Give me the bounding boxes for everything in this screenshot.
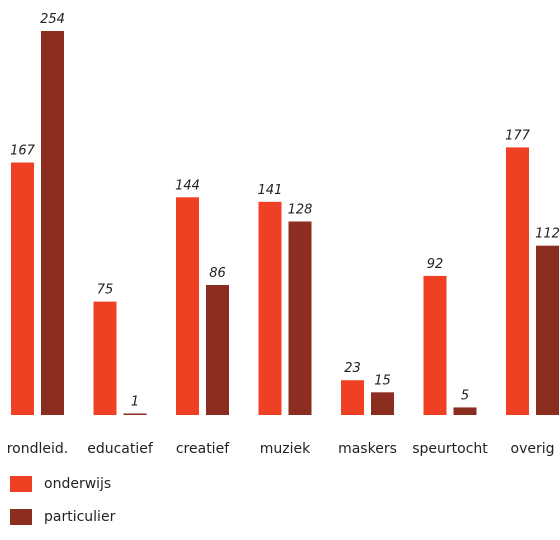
value-label-particulier-speurtocht: 5 bbox=[461, 388, 469, 403]
bar-onderwijs-creatief bbox=[176, 197, 199, 415]
value-label-particulier-educatief: 1 bbox=[131, 394, 139, 409]
bar-onderwijs-overig bbox=[506, 147, 529, 415]
bar-particulier-muziek bbox=[288, 221, 312, 415]
legend-item-particulier: particulier bbox=[10, 507, 115, 527]
bars-group bbox=[11, 31, 559, 415]
bar-particulier-rondleid bbox=[41, 31, 64, 415]
bar-onderwijs-rondleid bbox=[11, 162, 34, 415]
category-label-speurtocht: speurtocht bbox=[412, 441, 488, 457]
legend: onderwijs particulier bbox=[10, 474, 115, 540]
value-label-onderwijs-rondleid: 167 bbox=[10, 144, 36, 159]
value-label-particulier-overig: 112 bbox=[535, 227, 560, 242]
category-label-educatief: educatief bbox=[87, 441, 154, 457]
value-label-onderwijs-muziek: 141 bbox=[258, 183, 283, 198]
bar-onderwijs-maskers bbox=[341, 380, 364, 415]
category-label-creatief: creatief bbox=[176, 441, 230, 457]
bar-onderwijs-educatief bbox=[93, 301, 117, 415]
category-label-rondleid: rondleid. bbox=[7, 441, 69, 457]
bar-onderwijs-muziek bbox=[258, 201, 282, 415]
bar-particulier-creatief bbox=[206, 284, 229, 415]
value-label-onderwijs-creatief: 144 bbox=[175, 178, 200, 193]
legend-swatch-particulier bbox=[10, 509, 32, 525]
value-label-onderwijs-overig: 177 bbox=[505, 128, 531, 143]
category-label-muziek: muziek bbox=[260, 441, 311, 457]
value-label-particulier-rondleid: 254 bbox=[40, 12, 65, 27]
value-label-onderwijs-educatief: 75 bbox=[97, 283, 114, 298]
bar-onderwijs-speurtocht bbox=[423, 275, 447, 415]
bar-chart: 167 254 75 1 144 86 141 128 23 15 92 5 177 112 rondle… bbox=[7, 12, 560, 457]
legend-item-onderwijs: onderwijs bbox=[10, 474, 115, 494]
value-label-onderwijs-speurtocht: 92 bbox=[427, 257, 444, 272]
value-label-particulier-muziek: 128 bbox=[288, 202, 313, 217]
category-label-overig: overig bbox=[511, 441, 555, 457]
legend-swatch-onderwijs bbox=[10, 476, 32, 492]
legend-label-onderwijs: onderwijs bbox=[44, 476, 112, 492]
value-label-onderwijs-maskers: 23 bbox=[344, 361, 361, 376]
value-label-particulier-maskers: 15 bbox=[374, 373, 391, 388]
legend-label-particulier: particulier bbox=[44, 509, 116, 525]
bar-particulier-speurtocht bbox=[453, 407, 477, 415]
category-label-maskers: maskers bbox=[338, 441, 397, 457]
value-label-particulier-creatief: 86 bbox=[209, 266, 226, 281]
bar-particulier-maskers bbox=[371, 392, 394, 415]
value-labels-group: 167 254 75 1 144 86 141 128 23 15 92 5 177 112 bbox=[10, 12, 560, 409]
bar-particulier-educatief bbox=[123, 413, 147, 415]
category-labels-group: rondleid. educatief creatief muziek maskers s… bbox=[7, 441, 555, 457]
bar-particulier-overig bbox=[536, 245, 559, 415]
